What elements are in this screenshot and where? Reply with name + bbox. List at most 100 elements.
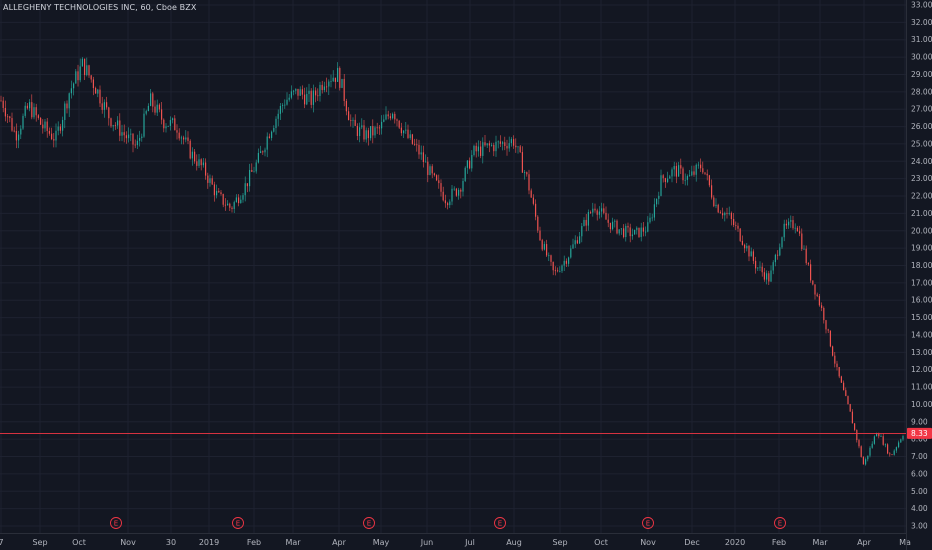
time-axis-label: Oct [594,538,608,547]
candle-body [0,100,2,102]
candle-body [847,396,849,405]
candle-body [807,263,809,265]
candle-body [860,446,862,457]
candle-body [242,195,244,200]
candle-body [513,139,515,146]
candle-body [535,203,537,217]
candle-body [889,453,891,455]
candle-body [238,197,240,204]
candle-body [744,244,746,249]
candle-body [766,273,768,280]
candle-body [473,145,475,156]
candle-body [409,134,411,138]
candle-body [356,125,358,136]
candle-body [477,146,479,152]
candle-body [691,171,693,176]
candle-body [717,204,719,213]
candle-body [563,260,565,266]
candle-body [455,188,457,196]
candle-body [856,429,858,441]
time-axis-label: Jul [464,538,475,547]
earnings-marker-icon[interactable] [494,517,506,529]
earnings-marker-icon[interactable] [232,517,244,529]
candle-body [282,105,284,107]
price-axis-label: 9.00 [911,417,928,426]
candle-body [748,245,750,257]
candle-body [532,197,534,204]
candle-body [420,152,422,155]
price-axis-label: 19.00 [911,244,932,253]
candle-body [106,102,108,108]
candle-body [609,222,611,230]
candle-body [312,90,314,105]
candle-body [557,270,559,272]
candle-body [134,144,136,146]
price-axis-label: 24.00 [911,157,932,166]
candle-body [37,115,39,118]
candle-body [653,204,655,218]
candle-body [68,93,70,109]
candle-body [79,66,81,81]
candle-body [26,105,28,109]
candle-body [224,204,226,206]
candle-body [735,225,737,226]
earnings-marker-label: E [646,520,650,528]
candle-body [125,135,127,139]
candle-body [191,151,193,159]
candle-body [418,144,420,155]
earnings-marker-icon[interactable] [642,517,654,529]
candle-body [451,188,453,202]
candle-body [337,68,339,82]
candle-body [733,218,735,226]
candle-body [620,228,622,230]
candle-body [29,102,31,109]
candle-body [579,236,581,244]
candle-body [898,442,900,448]
candle-body [601,208,603,212]
candle-body [290,91,292,98]
candle-body [724,212,726,216]
candle-body [73,83,75,89]
candle-body [385,114,387,120]
time-axis-label: Oct [72,538,86,547]
candle-body [86,65,88,76]
price-axis-label: 3.00 [911,522,928,531]
candle-body [301,89,303,95]
candle-body [317,95,319,97]
candle-body [508,143,510,149]
candle-body [310,90,312,105]
earnings-marker-icon[interactable] [363,517,375,529]
candle-body [693,171,695,175]
candle-body [656,198,658,205]
candle-body [779,247,781,256]
candle-body [209,178,211,183]
candle-body [669,176,671,179]
earnings-marker-icon[interactable] [774,517,786,529]
price-axis-label: 23.00 [911,174,932,183]
time-axis-label: Feb [247,538,261,547]
candle-body [11,118,13,131]
time-axis-label: 7 [0,538,4,547]
candle-body [235,197,237,203]
candle-body [297,88,299,96]
price-axis-label: 28.00 [911,87,932,96]
candle-body [229,203,231,208]
candle-body [634,229,636,235]
candle-body [825,320,827,330]
candle-body [510,139,512,144]
candle-body [785,223,787,226]
earnings-marker-icon[interactable] [110,517,122,529]
candle-body [123,132,125,136]
candle-body [398,120,400,128]
candle-body [77,71,79,81]
candle-body [279,105,281,114]
candle-body [97,89,99,94]
candle-body [381,121,383,129]
candle-body [585,219,587,226]
candle-body [737,225,739,229]
price-axis-label: 8.00 [911,435,928,444]
candle-body [363,125,365,140]
candle-body [816,294,818,297]
